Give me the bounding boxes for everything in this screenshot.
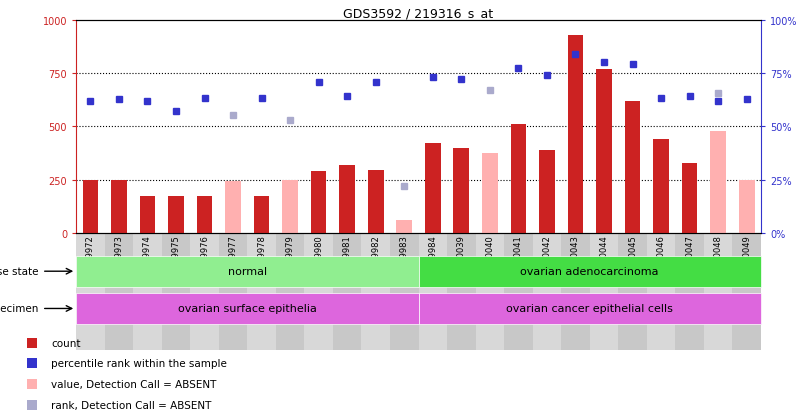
Bar [533, 233, 562, 350]
Bar [197, 196, 212, 233]
Bar [704, 233, 732, 350]
Bar [682, 163, 698, 233]
Bar [418, 256, 761, 287]
Bar [219, 233, 248, 350]
Bar [76, 233, 105, 350]
Bar [396, 221, 412, 233]
Bar [418, 293, 761, 324]
Bar [568, 36, 583, 233]
Bar [105, 233, 133, 350]
Text: ovarian adenocarcinoma: ovarian adenocarcinoma [521, 266, 659, 277]
Bar [425, 144, 441, 233]
Bar [654, 140, 669, 233]
Bar [361, 233, 390, 350]
Bar [111, 180, 127, 233]
Bar [476, 233, 504, 350]
Text: ovarian surface epithelia: ovarian surface epithelia [178, 304, 316, 314]
Bar [739, 180, 755, 233]
Bar [562, 233, 590, 350]
Text: count: count [51, 338, 81, 348]
Bar [590, 233, 618, 350]
Bar [510, 125, 526, 233]
Bar [675, 233, 704, 350]
Text: rank, Detection Call = ABSENT: rank, Detection Call = ABSENT [51, 400, 211, 410]
Bar [311, 172, 327, 233]
Bar [340, 165, 355, 233]
Bar [539, 150, 555, 233]
Bar [139, 196, 155, 233]
Bar [646, 233, 675, 350]
Bar [133, 233, 162, 350]
Bar [162, 233, 190, 350]
Bar [191, 233, 219, 350]
Bar [333, 233, 361, 350]
Bar [254, 196, 269, 233]
Bar [390, 233, 418, 350]
Bar [710, 131, 726, 233]
Bar [76, 256, 418, 287]
Text: value, Detection Call = ABSENT: value, Detection Call = ABSENT [51, 379, 217, 389]
Bar [76, 293, 418, 324]
Text: ovarian cancer epithelial cells: ovarian cancer epithelial cells [506, 304, 673, 314]
Bar [418, 233, 447, 350]
Bar [248, 233, 276, 350]
Text: percentile rank within the sample: percentile rank within the sample [51, 358, 227, 368]
Bar [282, 181, 298, 233]
Bar [482, 154, 497, 233]
Bar [276, 233, 304, 350]
Bar [732, 233, 761, 350]
Title: GDS3592 / 219316_s_at: GDS3592 / 219316_s_at [344, 7, 493, 19]
Bar [168, 196, 183, 233]
Bar [83, 180, 99, 233]
Bar [504, 233, 533, 350]
Bar [447, 233, 476, 350]
Text: specimen: specimen [0, 304, 39, 314]
Text: disease state: disease state [0, 266, 39, 277]
Bar [596, 69, 612, 233]
Bar [625, 102, 640, 233]
Bar [304, 233, 333, 350]
Bar [453, 148, 469, 233]
Text: normal: normal [227, 266, 267, 277]
Bar [368, 171, 384, 233]
Bar [225, 181, 241, 233]
Bar [618, 233, 646, 350]
